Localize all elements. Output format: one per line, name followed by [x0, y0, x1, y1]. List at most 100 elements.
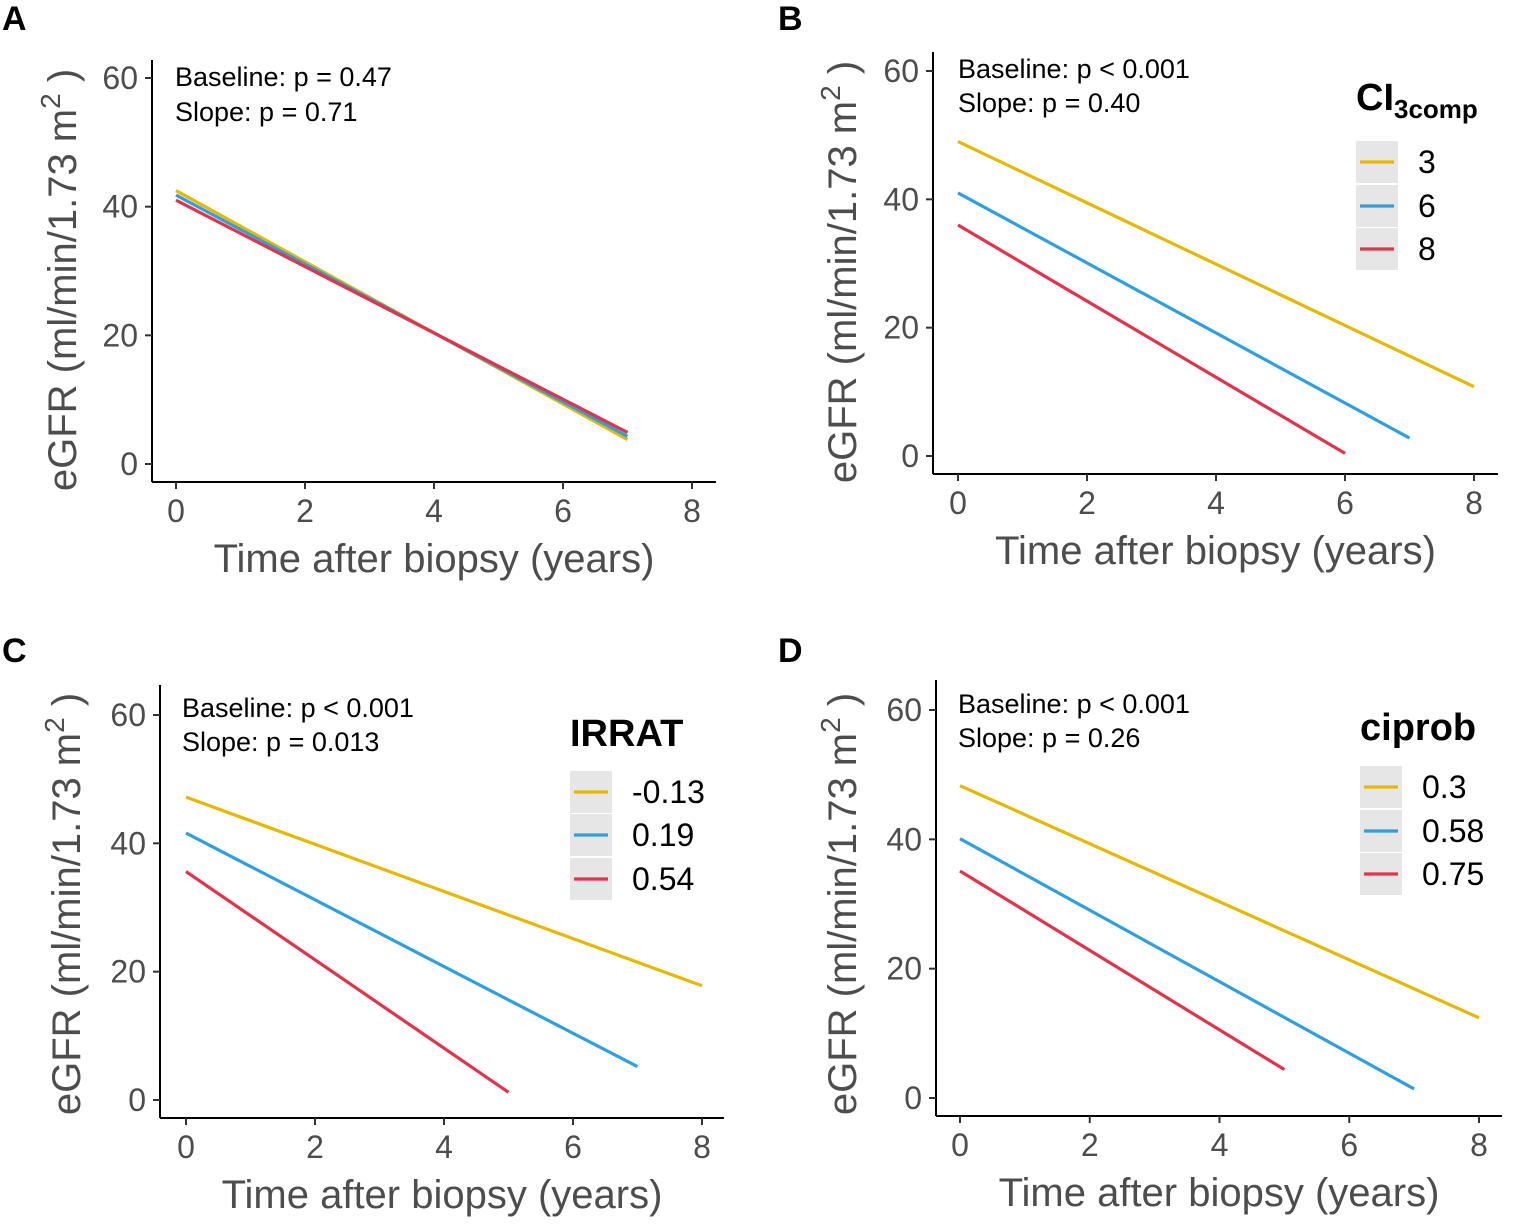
y-axis-title-end: ) — [821, 693, 865, 717]
y-tick-label: 40 — [110, 825, 146, 861]
p-value-annotation: Baseline: p < 0.001 — [958, 689, 1190, 719]
p-value-annotation: Baseline: p < 0.001 — [182, 693, 414, 723]
x-axis-title: Time after biopsy (years) — [999, 1171, 1440, 1215]
y-tick-label: 60 — [886, 692, 922, 728]
y-axis-title: eGFR (ml/min/1.73 m2 ) — [815, 693, 865, 1115]
x-tick-label: 2 — [1078, 485, 1096, 521]
panel-b: B 0 20 40 60 0 2 4 6 8 Time after biopsy (years) eG… — [778, 0, 1498, 573]
x-tick-label: 4 — [1207, 485, 1225, 521]
x-tick-label: 0 — [177, 1129, 195, 1165]
y-axis-title: eGFR (ml/min/1.73 m2 ) — [815, 61, 865, 483]
series-line-red — [175, 198, 629, 434]
legend-label: 3 — [1418, 144, 1436, 180]
panel-c: C 0 20 40 60 0 2 4 6 8 Time after biopsy (years) eG… — [2, 632, 724, 1217]
legend-label: 0.54 — [632, 861, 694, 897]
y-axis-title-end: ) — [821, 61, 865, 85]
p-value-annotation: Slope: p = 0.013 — [182, 727, 379, 757]
legend-label: 0.3 — [1422, 769, 1466, 805]
y-tick-label: 20 — [102, 317, 138, 353]
x-tick-label: 8 — [1465, 485, 1483, 521]
x-tick-label: 8 — [683, 493, 701, 529]
y-tick-label: 40 — [102, 189, 138, 225]
p-value-annotation: Slope: p = 0.40 — [958, 88, 1140, 118]
x-tick-label: 8 — [1470, 1127, 1488, 1163]
legend-label: 0.58 — [1422, 813, 1484, 849]
legend-label: 0.75 — [1422, 856, 1484, 892]
y-tick-label: 0 — [120, 446, 138, 482]
series-line-0-58 — [959, 837, 1415, 1091]
y-tick-label: 0 — [901, 438, 919, 474]
legend: CI3comp 3 6 8 — [1356, 77, 1478, 270]
series-line-0-19 — [185, 831, 639, 1069]
x-tick-label: 4 — [435, 1129, 453, 1165]
series-line-8 — [957, 223, 1346, 455]
legend-title-main: IRRAT — [570, 713, 683, 755]
legend-label: -0.13 — [632, 774, 705, 810]
panel-d: D 0 20 40 60 0 2 4 6 8 Time after biopsy (years) eG… — [778, 632, 1502, 1215]
panel-letter: D — [778, 632, 803, 670]
panel-a: A 0 20 40 60 0 2 4 6 8 Time after biopsy (years) eG… — [2, 0, 716, 581]
y-axis-title-superscript: 2 — [815, 717, 846, 733]
x-axis-title: Time after biopsy (years) — [214, 537, 655, 581]
y-axis-title-end: ) — [41, 69, 85, 93]
x-tick-label: 6 — [1340, 1127, 1358, 1163]
x-tick-label: 8 — [693, 1129, 711, 1165]
y-axis-title-main: eGFR (ml/min/1.73 m — [821, 733, 865, 1115]
series-line-0-3 — [959, 784, 1480, 1020]
y-tick-label: 20 — [883, 310, 919, 346]
panel-letter: B — [778, 0, 803, 38]
y-tick-label: 60 — [102, 60, 138, 96]
legend-title: IRRAT — [570, 713, 683, 755]
y-tick-label: 60 — [883, 53, 919, 89]
series-line-0-75 — [959, 869, 1286, 1071]
legend-label: 6 — [1418, 188, 1436, 224]
y-axis-title-main: eGFR (ml/min/1.73 m — [45, 733, 89, 1115]
panel-letter: A — [2, 0, 27, 38]
x-tick-label: 0 — [167, 493, 185, 529]
y-tick-label: 40 — [883, 181, 919, 217]
legend-title: ciprob — [1360, 707, 1476, 749]
y-tick-label: 20 — [886, 951, 922, 987]
x-axis-title: Time after biopsy (years) — [222, 1173, 663, 1217]
series-line--0-13 — [185, 795, 703, 988]
legend: IRRAT -0.13 0.19 0.54 — [570, 713, 705, 900]
series-line-3 — [957, 140, 1475, 389]
y-axis-title-end: ) — [45, 693, 89, 717]
p-value-annotation: Baseline: p = 0.47 — [175, 62, 392, 92]
x-tick-label: 2 — [306, 1129, 324, 1165]
y-axis-title-main: eGFR (ml/min/1.73 m — [41, 109, 85, 491]
p-value-annotation: Slope: p = 0.71 — [175, 97, 357, 127]
legend-title-main: CI — [1356, 77, 1394, 119]
p-value-annotation: Baseline: p < 0.001 — [958, 54, 1190, 84]
x-tick-label: 6 — [554, 493, 572, 529]
y-axis-title-superscript: 2 — [35, 93, 66, 109]
legend: ciprob 0.3 0.58 0.75 — [1360, 707, 1484, 895]
series-line-0-54 — [185, 870, 510, 1094]
y-axis-title: eGFR (ml/min/1.73 m2 ) — [35, 69, 85, 491]
y-axis-title-superscript: 2 — [815, 85, 846, 101]
panel-letter: C — [2, 632, 27, 670]
y-tick-label: 20 — [110, 954, 146, 990]
p-value-annotation: Slope: p = 0.26 — [958, 723, 1140, 753]
y-tick-label: 0 — [904, 1080, 922, 1116]
legend-title: CI3comp — [1356, 77, 1478, 124]
x-tick-label: 0 — [949, 485, 967, 521]
x-tick-label: 6 — [1336, 485, 1354, 521]
x-tick-label: 0 — [951, 1127, 969, 1163]
x-tick-label: 4 — [1211, 1127, 1229, 1163]
y-axis-title: eGFR (ml/min/1.73 m2 ) — [39, 693, 89, 1115]
x-tick-label: 4 — [425, 493, 443, 529]
x-tick-label: 2 — [296, 493, 314, 529]
y-tick-label: 0 — [128, 1082, 146, 1118]
legend-label: 8 — [1418, 231, 1436, 267]
y-axis-title-main: eGFR (ml/min/1.73 m — [821, 101, 865, 483]
y-axis-title-superscript: 2 — [39, 717, 70, 733]
y-tick-label: 60 — [110, 697, 146, 733]
x-axis-title: Time after biopsy (years) — [995, 529, 1436, 573]
x-tick-label: 2 — [1081, 1127, 1099, 1163]
series-line-6 — [957, 191, 1411, 440]
y-tick-label: 40 — [886, 821, 922, 857]
legend-title-main: ciprob — [1360, 707, 1476, 749]
